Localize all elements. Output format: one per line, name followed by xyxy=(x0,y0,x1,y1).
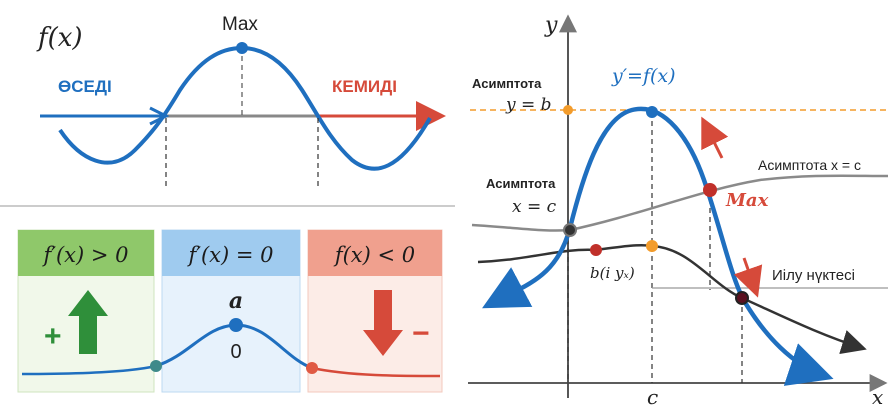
arrow-down-icon xyxy=(363,290,403,356)
sine-curve xyxy=(58,45,432,171)
bump-curve-right xyxy=(311,366,441,378)
asymptote-vc-eq: x = c xyxy=(512,197,557,217)
max-point-right xyxy=(703,183,717,197)
inflection-label: Иілу нүктесі xyxy=(772,267,855,284)
panel-zero-label: f′(x) = 0 xyxy=(186,243,273,267)
max-label: Max xyxy=(222,14,258,35)
zero-value: 0 xyxy=(230,341,241,363)
asymptote-right-label: Асимптота x = c xyxy=(758,157,861,173)
plus-sign: + xyxy=(44,320,62,353)
inflection-point xyxy=(735,291,749,305)
panel-positive-label: f′(x) > 0 xyxy=(41,243,128,267)
fx-label: f(x) xyxy=(36,23,83,53)
panel-negative-label: f(x) < 0 xyxy=(333,243,415,267)
x-axis-label: x xyxy=(872,385,883,405)
left-bottom-panels: f′(x) > 0 + f′(x) = 0 a 0 f(x) < 0 − xyxy=(17,229,443,393)
asymptote-vc-title: Асимптота xyxy=(486,176,556,191)
asymptote-hb-eq: y = b xyxy=(505,95,552,115)
axis-left-arrow-icon xyxy=(149,106,170,126)
left-top-panel: f(x) Max ӨСЕДІ КЕМИДІ xyxy=(36,14,446,186)
main-blue-curve xyxy=(499,106,834,386)
minus-sign: − xyxy=(412,317,430,350)
point-a-label: a xyxy=(229,288,243,314)
red-down-arrow-icon xyxy=(733,257,763,298)
c-tick-label: c xyxy=(647,385,658,405)
y-axis-label: y xyxy=(544,13,558,38)
max-right-label: Max xyxy=(725,190,769,211)
asymptote-vc-point xyxy=(563,223,577,237)
asymptote-y-b-point xyxy=(563,105,573,115)
bump-curve-left xyxy=(21,364,157,376)
max-top-point xyxy=(646,106,658,118)
right-graph: y x c Асимптота y = b Асимптота x xyxy=(468,13,888,405)
max-point xyxy=(236,42,248,54)
asymptote-hb-title: Асимптота xyxy=(472,76,542,91)
bump-point-left xyxy=(150,360,162,372)
panel-negative-header xyxy=(308,230,442,276)
b-point xyxy=(590,244,602,256)
blue-curve-left-arrow xyxy=(482,267,533,309)
decreasing-label: КЕМИДІ xyxy=(332,77,397,96)
red-up-arrow-icon xyxy=(701,116,729,159)
curve-label: y′=f(x) xyxy=(611,65,676,87)
b-point-label: b(i yₓ) xyxy=(590,264,635,282)
c-level-point xyxy=(646,240,658,252)
panel-positive-header xyxy=(18,230,154,276)
increasing-label: ӨСЕДІ xyxy=(58,77,112,96)
grey-asymptote-curve xyxy=(471,174,888,232)
arrow-up-icon xyxy=(68,290,108,354)
bump-point-max xyxy=(229,318,243,332)
dark-curve xyxy=(477,243,867,355)
bump-point-right xyxy=(306,362,318,374)
panel-zero-header xyxy=(162,230,300,276)
